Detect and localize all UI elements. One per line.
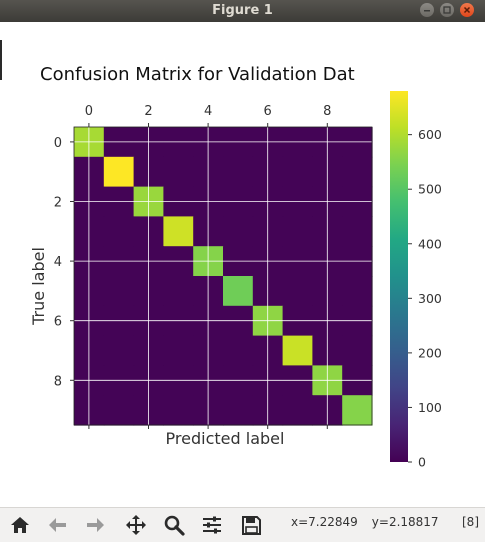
matrix-cell-5-5 <box>223 276 253 306</box>
matrix-cells <box>74 127 373 426</box>
configure-subplots-button[interactable] <box>200 513 224 537</box>
y-ticks: 0 2 4 6 8 <box>54 136 74 389</box>
x-axis-label: Predicted label <box>166 429 285 448</box>
matrix-cell-9-1 <box>104 395 134 425</box>
move-icon <box>125 514 147 536</box>
colorbar-ticks: 0 100 200 300 400 500 600 <box>408 127 442 469</box>
matrix-cell-3-1 <box>104 216 134 246</box>
matrix-cell-9-9 <box>342 395 372 425</box>
coord-y: y=2.18817 <box>372 515 439 529</box>
matrix-cell-7-9 <box>342 336 372 366</box>
matrix-cell-5-7 <box>283 276 313 306</box>
matrix-cell-5-9 <box>342 276 372 306</box>
matrix-cell-5-1 <box>104 276 134 306</box>
confusion-matrix-plot[interactable]: 0 2 4 6 8 0 2 4 6 8 Predicted label True label 0… <box>0 0 485 507</box>
matrix-cell-5-3 <box>163 276 193 306</box>
back-arrow-icon <box>47 514 69 536</box>
y-tick-label-6: 6 <box>54 315 62 330</box>
x-tick-label-6: 6 <box>264 104 272 119</box>
save-icon <box>240 514 262 536</box>
save-button[interactable] <box>239 513 263 537</box>
matrix-cell-3-5 <box>223 216 253 246</box>
y-tick-label-4: 4 <box>54 255 62 270</box>
zoom-icon <box>163 514 185 536</box>
colorbar-tick-label-600: 600 <box>418 127 442 142</box>
matrix-cell-3-7 <box>283 216 313 246</box>
matrix-cell-1-9 <box>342 157 372 187</box>
home-icon <box>9 514 31 536</box>
colorbar-tick-label-0: 0 <box>418 455 426 470</box>
y-tick-label-2: 2 <box>54 196 62 211</box>
colorbar-tick-label-100: 100 <box>418 400 442 415</box>
matrix-cell-7-7 <box>283 336 313 366</box>
matrix-cell-3-9 <box>342 216 372 246</box>
matrix-cell-7-5 <box>223 336 253 366</box>
matrix-cell-7-1 <box>104 336 134 366</box>
home-button[interactable] <box>8 513 32 537</box>
matrix-cell-1-1 <box>104 157 134 187</box>
y-axis-label: True label <box>29 247 48 326</box>
x-tick-label-2: 2 <box>144 104 152 119</box>
matrix-cell-9-7 <box>283 395 313 425</box>
navigation-toolbar: x=7.22849 y=2.18817 [8] <box>0 507 485 542</box>
matrix-cell-1-5 <box>223 157 253 187</box>
matrix-cell-7-3 <box>163 336 193 366</box>
cursor-coordinates: x=7.22849 y=2.18817 <box>291 515 453 529</box>
x-tick-label-4: 4 <box>204 104 212 119</box>
colorbar-tick-label-200: 200 <box>418 345 442 360</box>
x-tick-label-8: 8 <box>323 104 331 119</box>
colorbar-tick-label-400: 400 <box>418 236 442 251</box>
y-tick-label-0: 0 <box>54 136 62 151</box>
y-tick-label-8: 8 <box>54 374 62 389</box>
forward-button[interactable] <box>83 513 107 537</box>
matrix-cell-9-5 <box>223 395 253 425</box>
value-readout: [8] <box>462 515 479 529</box>
back-button[interactable] <box>46 513 70 537</box>
configure-icon <box>201 514 223 536</box>
matrix-cell-3-3 <box>163 216 193 246</box>
matrix-cell-1-7 <box>283 157 313 187</box>
matrix-cell-9-3 <box>163 395 193 425</box>
pan-button[interactable] <box>124 513 148 537</box>
colorbar <box>390 91 408 462</box>
matrix-cell-1-3 <box>163 157 193 187</box>
zoom-button[interactable] <box>162 513 186 537</box>
window-edge <box>0 40 2 80</box>
colorbar-tick-label-500: 500 <box>418 182 442 197</box>
x-tick-label-0: 0 <box>85 104 93 119</box>
forward-arrow-icon <box>84 514 106 536</box>
coord-x: x=7.22849 <box>291 515 358 529</box>
colorbar-tick-label-300: 300 <box>418 291 442 306</box>
